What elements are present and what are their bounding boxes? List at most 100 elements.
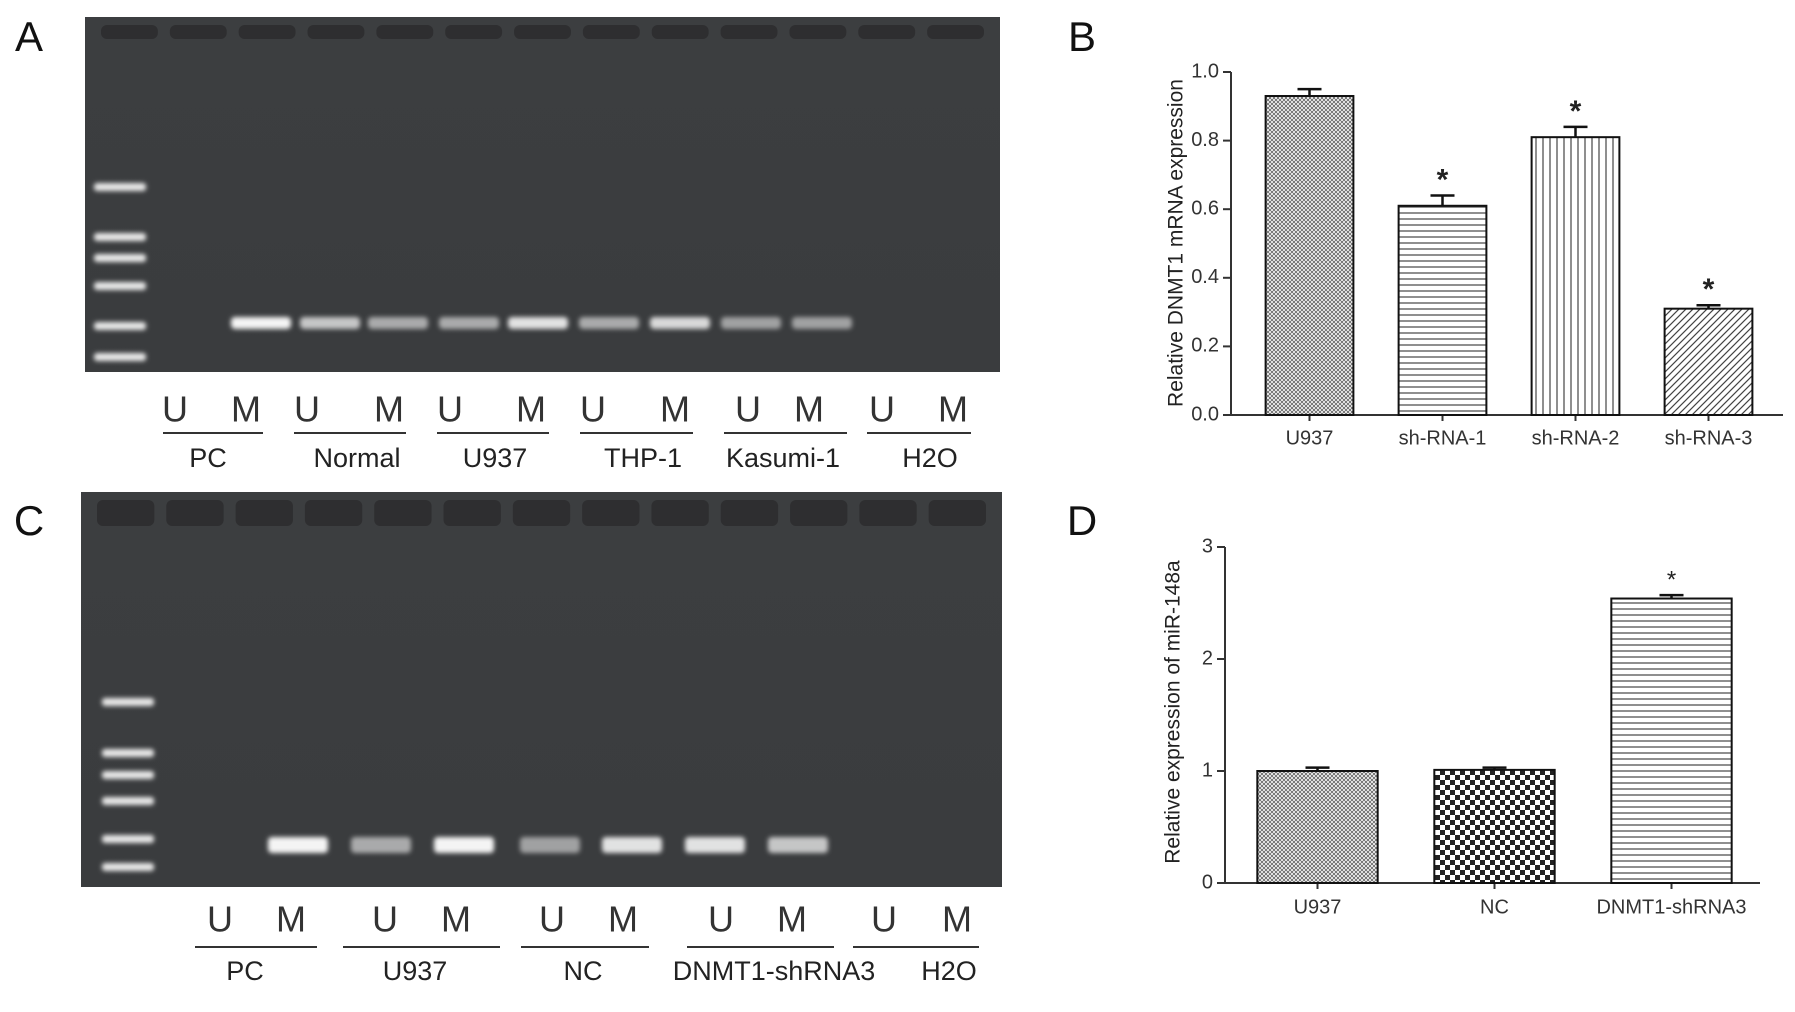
bar — [1264, 95, 1355, 416]
lane-label: M — [231, 389, 261, 430]
y-axis-label: Relative DNMT1 mRNA expression — [1165, 79, 1188, 407]
error-bar — [1297, 87, 1322, 97]
bar — [1397, 204, 1488, 416]
lane-label: M — [516, 389, 546, 430]
lane-label: M — [938, 389, 968, 430]
y-tick-label: 0 — [1202, 871, 1213, 893]
bar — [1663, 307, 1754, 417]
y-tick-label: 2 — [1202, 647, 1213, 669]
lane-label: M — [441, 899, 471, 940]
ladder-band — [102, 797, 154, 805]
panel-letter: C — [14, 497, 44, 544]
error-bar — [1482, 766, 1507, 770]
ladder-band — [94, 282, 146, 290]
lane-label: M — [777, 899, 807, 940]
gel-well — [238, 25, 296, 39]
group-label: U937 — [383, 956, 448, 986]
x-tick-label: sh-RNA-1 — [1399, 427, 1487, 449]
gel-well — [304, 500, 363, 526]
lane-label: M — [942, 899, 972, 940]
gel-well — [928, 500, 986, 526]
group-label: H2O — [902, 443, 958, 473]
x-tick-label: U937 — [1294, 896, 1342, 918]
gel-well — [927, 25, 984, 39]
gel-well — [512, 500, 571, 526]
gel-well — [789, 25, 847, 39]
ladder-band — [102, 771, 154, 779]
gel-band — [231, 317, 291, 329]
group-label: THP-1 — [604, 443, 682, 473]
lane-label: U — [437, 389, 463, 430]
lane-label: M — [660, 389, 690, 430]
lane-label: U — [580, 389, 606, 430]
bar — [1256, 770, 1379, 884]
gel-band — [520, 837, 580, 853]
y-tick-label: 0.2 — [1191, 335, 1219, 357]
x-tick-label: sh-RNA-3 — [1665, 427, 1753, 449]
error-bar — [1563, 125, 1588, 138]
x-tick-label: DNMT1-shRNA3 — [1596, 896, 1746, 918]
significance-marker: * — [1437, 163, 1449, 196]
x-tick-label: U937 — [1286, 427, 1334, 449]
lane-label: U — [294, 389, 320, 430]
ladder-band — [94, 183, 146, 191]
gel-well — [514, 25, 571, 39]
ladder-band — [94, 254, 146, 262]
ladder-band — [94, 353, 146, 361]
error-bar — [1696, 303, 1721, 309]
gel-well — [582, 500, 640, 526]
group-label: PC — [226, 956, 264, 986]
ladder-band — [94, 233, 146, 241]
lane-label: U — [207, 899, 233, 940]
gel-band — [268, 837, 328, 853]
gel-well — [720, 25, 778, 39]
gel-well — [166, 500, 224, 526]
gel-band — [721, 317, 781, 329]
group-label: Normal — [313, 443, 400, 473]
group-label: U937 — [463, 443, 528, 473]
gel-band — [434, 837, 494, 853]
gel-well — [790, 500, 848, 526]
gel-band — [508, 317, 568, 329]
gel-image — [81, 492, 1002, 887]
bar — [1433, 768, 1556, 885]
gel-band — [792, 317, 852, 329]
lane-label: U — [871, 899, 897, 940]
ladder-band — [94, 322, 146, 330]
y-tick-label: 1.0 — [1191, 60, 1219, 82]
gel-band — [368, 317, 428, 329]
y-tick-label: 0.0 — [1191, 403, 1219, 425]
lane-label: M — [374, 389, 404, 430]
gel-well — [235, 500, 293, 526]
y-tick-label: 0.6 — [1191, 197, 1219, 219]
gel-image — [85, 17, 1000, 372]
gel-well — [307, 25, 365, 39]
y-tick-label: 3 — [1202, 535, 1213, 557]
lane-label: U — [735, 389, 761, 430]
panel-letter: D — [1067, 497, 1097, 544]
lane-label: U — [162, 389, 188, 430]
lane-label: U — [708, 899, 734, 940]
y-tick-label: 0.4 — [1191, 266, 1219, 288]
ladder-band — [102, 835, 154, 843]
x-tick-label: sh-RNA-2 — [1532, 427, 1620, 449]
error-bar — [1305, 766, 1330, 771]
gel-band — [300, 317, 360, 329]
gel-band — [685, 837, 745, 853]
gel-well — [169, 25, 227, 39]
significance-marker: * — [1570, 95, 1582, 128]
gel-band — [650, 317, 710, 329]
significance-marker: * — [1703, 273, 1715, 306]
ladder-band — [102, 863, 154, 871]
y-tick-label: 0.8 — [1191, 129, 1219, 151]
error-bar — [1430, 194, 1455, 206]
group-label: DNMT1-shRNA3 — [673, 956, 876, 986]
panel-letter: A — [15, 13, 43, 60]
lane-label: U — [539, 899, 565, 940]
gel-well — [720, 500, 779, 526]
gel-well — [582, 25, 640, 39]
x-tick-label: NC — [1480, 896, 1509, 918]
gel-band — [439, 317, 499, 329]
y-tick-label: 1 — [1202, 759, 1213, 781]
